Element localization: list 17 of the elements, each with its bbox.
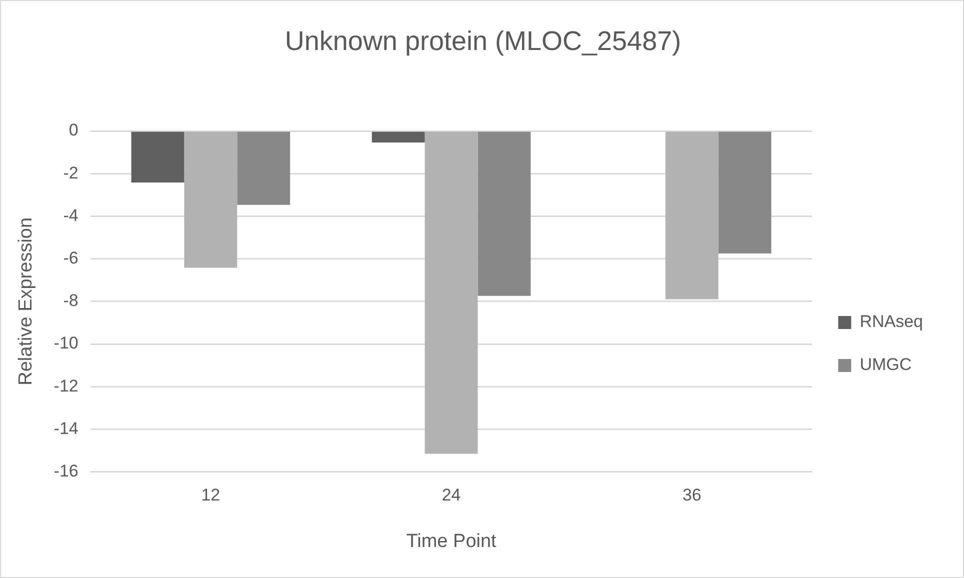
y-tick-label: -10 <box>54 334 78 353</box>
y-tick-label: -6 <box>63 248 78 268</box>
y-tick-label: -8 <box>63 291 78 310</box>
x-tick-label: 12 <box>201 486 220 505</box>
legend-label: RNAseq <box>860 312 924 332</box>
y-tick-label: 0 <box>68 120 78 140</box>
x-axis-title: Time Point <box>406 530 498 552</box>
y-tick-label: -4 <box>63 206 78 225</box>
y-tick-label: -16 <box>54 461 78 480</box>
x-tick-label: 24 <box>442 486 461 505</box>
y-tick-label: -2 <box>63 163 78 182</box>
x-tick-label: 36 <box>682 486 702 505</box>
y-tick-label: -14 <box>54 418 78 438</box>
chart-title: Unknown protein (MLOC_25487) <box>284 25 682 58</box>
y-tick-label: -12 <box>54 376 78 396</box>
legend-label: UMGC <box>860 355 912 374</box>
y-axis-title: Relative Expression <box>16 217 37 386</box>
